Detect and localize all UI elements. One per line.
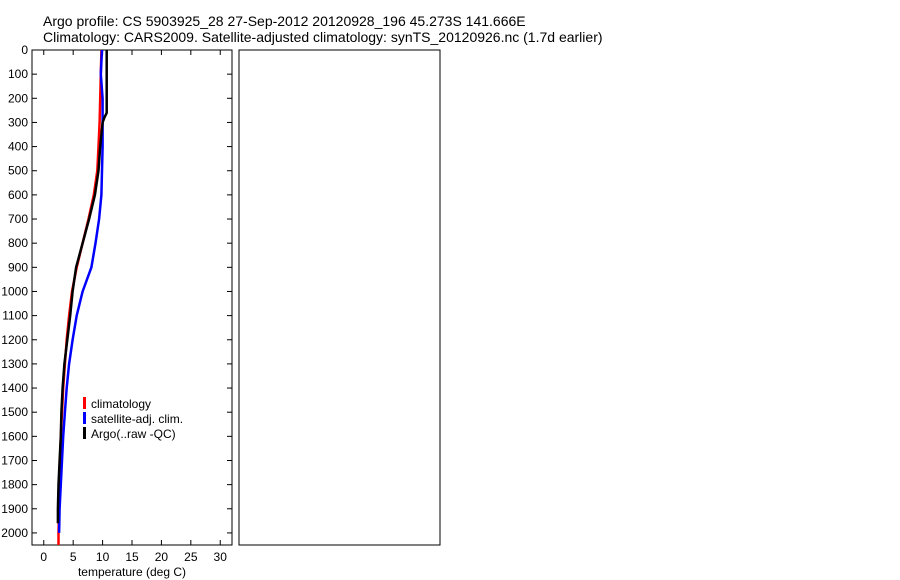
temperature-legend-label: climatology xyxy=(91,397,151,411)
depth-tick-label: 900 xyxy=(8,260,28,274)
depth-tick-label: 1100 xyxy=(2,309,28,323)
depth-tick-label: 300 xyxy=(8,115,28,129)
depth-tick-label: 1000 xyxy=(1,284,28,298)
temperature-legend-swatch xyxy=(83,412,86,424)
depth-tick-label: 800 xyxy=(8,236,28,250)
depth-tick-label: 1200 xyxy=(1,333,28,347)
depth-tick-label: 600 xyxy=(8,188,28,202)
series-argo-raw-qc- xyxy=(56,50,108,524)
temperature-legend-swatch xyxy=(83,427,86,439)
temperature-xtick-label: 15 xyxy=(125,550,139,564)
depth-tick-label: 500 xyxy=(8,164,28,178)
depth-tick-label: 0 xyxy=(21,43,28,57)
temperature-xtick-label: 25 xyxy=(184,550,198,564)
temperature-xtick-label: 20 xyxy=(155,550,169,564)
depth-tick-label: 200 xyxy=(8,91,28,105)
temperature-legend-swatch xyxy=(83,397,86,409)
figure-title-line2: Climatology: CARS2009. Satellite-adjuste… xyxy=(43,29,603,45)
temperature-xtick-label: 10 xyxy=(96,550,110,564)
depth-tick-label: 2000 xyxy=(1,526,28,540)
figure-title-line1: Argo profile: CS 5903925_28 27-Sep-2012 … xyxy=(43,13,526,29)
depth-tick-label: 1700 xyxy=(1,453,28,467)
salinity-frame xyxy=(238,49,441,546)
depth-tick-label: 1800 xyxy=(1,478,28,492)
series-satellite-adj-clim- xyxy=(57,49,104,533)
temperature-xtick-label: 5 xyxy=(70,550,77,564)
temperature-xlabel: temperature (deg C) xyxy=(78,565,186,579)
temperature-legend-label: Argo(..raw -QC) xyxy=(91,427,176,441)
temperature-legend-label: satellite-adj. clim. xyxy=(91,412,183,426)
temperature-xtick-label: 30 xyxy=(214,550,228,564)
depth-tick-label: 1500 xyxy=(1,405,28,419)
depth-tick-label: 1900 xyxy=(1,502,28,516)
temperature-xtick-label: 0 xyxy=(40,550,47,564)
depth-tick-label: 400 xyxy=(8,140,28,154)
depth-tick-label: 1600 xyxy=(1,429,28,443)
depth-tick-label: 100 xyxy=(8,67,28,81)
depth-tick-label: 700 xyxy=(8,212,28,226)
depth-tick-label: 1300 xyxy=(1,357,28,371)
depth-tick-label: 1400 xyxy=(1,381,28,395)
